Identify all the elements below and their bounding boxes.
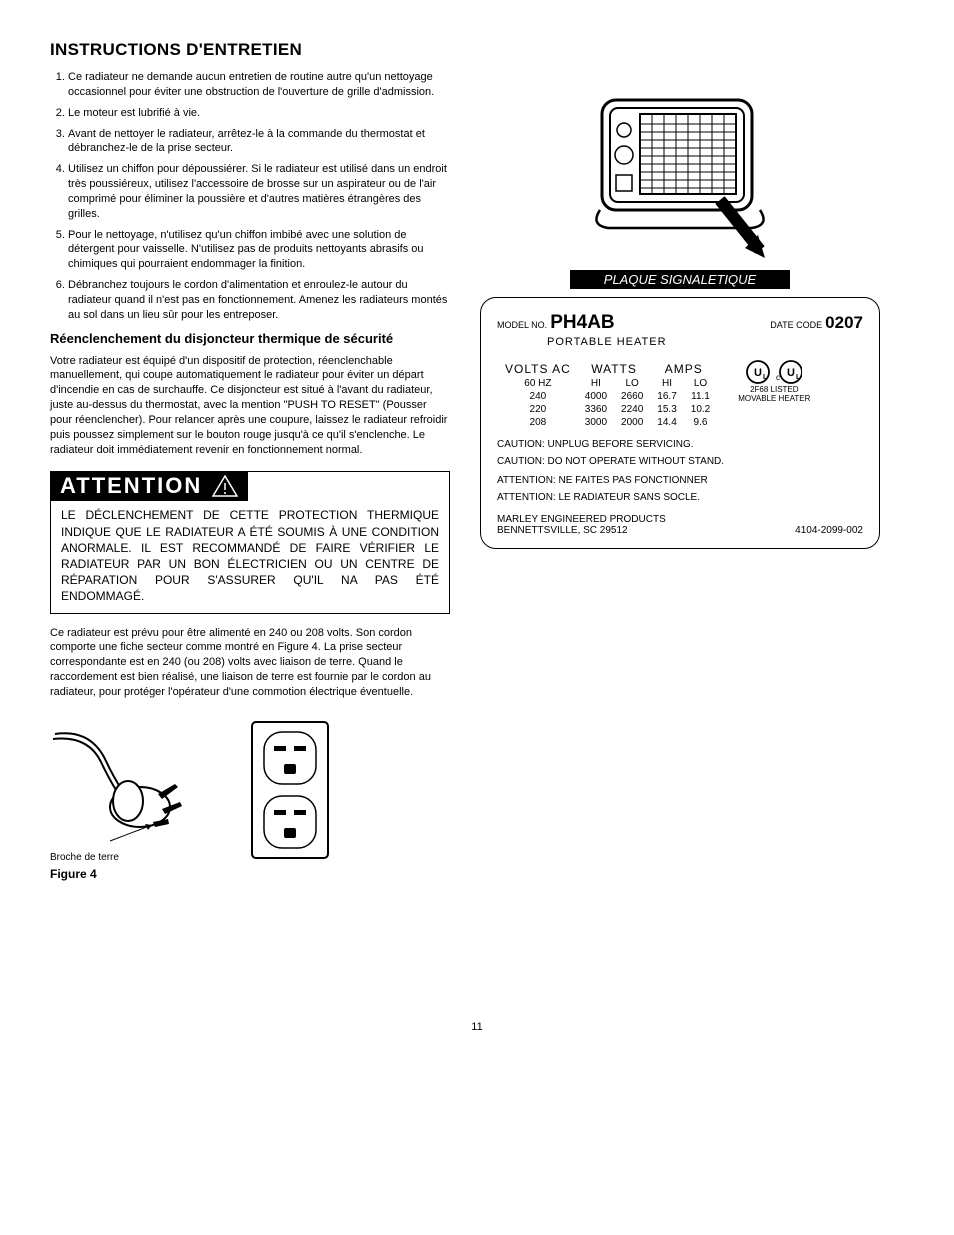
specs-table: VOLTS AC WATTS AMPS 60 HZ HI LO HI LO 24… (497, 360, 718, 430)
list-item: Le moteur est lubrifié à vie. (68, 106, 450, 121)
svg-text:U: U (754, 367, 762, 379)
table-cell: 220 (499, 404, 577, 415)
manufacturer-address: BENNETTSVILLE, SC 29512 (497, 525, 666, 536)
warning-header: ATTENTION (50, 471, 248, 501)
svg-text:L: L (796, 374, 801, 381)
lo-label: LO (685, 378, 716, 389)
ul-movable-text: MOVABLE HEATER (738, 395, 810, 404)
plaque-label: PLAQUE SIGNALETIQUE (570, 270, 790, 289)
list-item: Avant de nettoyer le radiateur, arrêtez-… (68, 127, 450, 157)
manufacturer-name: MARLEY ENGINEERED PRODUCTS (497, 514, 666, 525)
lo-label: LO (615, 378, 649, 389)
table-cell: 208 (499, 417, 577, 428)
table-cell: 14.4 (651, 417, 682, 428)
nameplate-box: MODEL NO. PH4AB DATE CODE 0207 PORTABLE … (480, 297, 880, 549)
date-label: DATE CODE (770, 320, 822, 330)
warning-box: ATTENTION LE DÉCLENCHEMENT DE CETTE PROT… (50, 471, 450, 613)
table-cell: 15.3 (651, 404, 682, 415)
table-cell: 2000 (615, 417, 649, 428)
warning-body: LE DÉCLENCHEMENT DE CETTE PROTECTION THE… (51, 507, 449, 612)
figure-4: Broche de terre (50, 720, 450, 881)
table-cell: 9.6 (685, 417, 716, 428)
table-cell: 4000 (579, 391, 613, 402)
date-value: 0207 (825, 313, 863, 332)
ul-listing: U L c U L 2F68 LISTED MOVABLE HEATER (738, 360, 810, 404)
ul-mark-icon: U L (746, 360, 770, 384)
list-item: Pour le nettoyage, n'utilisez qu'un chif… (68, 228, 450, 273)
table-cell: 3360 (579, 404, 613, 415)
list-item: Ce radiateur ne demande aucun entretien … (68, 70, 450, 100)
outlet-illustration (250, 720, 330, 863)
svg-text:U: U (787, 367, 795, 379)
hi-label: HI (651, 378, 682, 389)
list-item: Débranchez toujours le cordon d'alimenta… (68, 278, 450, 323)
col-watts: WATTS (579, 362, 650, 376)
table-cell: 3000 (579, 417, 613, 428)
figure-4-caption: Figure 4 (50, 867, 450, 881)
table-cell: 2240 (615, 404, 649, 415)
nameplate-subtitle: PORTABLE HEATER (547, 336, 863, 348)
instruction-list: Ce radiateur ne demande aucun entretien … (50, 70, 450, 323)
heater-illustration (580, 80, 780, 260)
warning-title: ATTENTION (60, 473, 202, 499)
col-amps: AMPS (651, 362, 716, 376)
plug-illustration: Broche de terre (50, 729, 220, 863)
hi-label: HI (579, 378, 613, 389)
caution-line-1: CAUTION: UNPLUG BEFORE SERVICING. (497, 438, 863, 451)
table-cell: 2660 (615, 391, 649, 402)
page-number: 11 (50, 1021, 904, 1033)
voltage-paragraph: Ce radiateur est prévu pour être aliment… (50, 626, 450, 700)
reset-paragraph: Votre radiateur est équipé d'un disposit… (50, 354, 450, 458)
attention-line-1: ATTENTION: NE FAITES PAS FONCTIONNER (497, 474, 863, 487)
list-item: Utilisez un chiffon pour dépoussiérer. S… (68, 162, 450, 221)
table-cell: 16.7 (651, 391, 682, 402)
svg-text:L: L (763, 374, 768, 381)
hz-label: 60 HZ (499, 378, 577, 389)
part-number: 4104-2099-002 (795, 525, 863, 536)
model-label: MODEL NO. (497, 320, 547, 330)
table-cell: 11.1 (685, 391, 716, 402)
warning-triangle-icon (212, 475, 238, 497)
model-value: PH4AB (550, 312, 614, 333)
ground-pin-label: Broche de terre (50, 852, 220, 863)
attention-line-2: ATTENTION: LE RADIATEUR SANS SOCLE. (497, 491, 863, 504)
cul-mark-icon: c U L (774, 360, 802, 384)
caution-line-2: CAUTION: DO NOT OPERATE WITHOUT STAND. (497, 455, 863, 468)
table-cell: 240 (499, 391, 577, 402)
subheading-reset: Réenclenchement du disjoncteur thermique… (50, 331, 450, 348)
table-cell: 10.2 (685, 404, 716, 415)
page-heading: INSTRUCTIONS D'ENTRETIEN (50, 40, 450, 60)
col-volts: VOLTS AC (499, 362, 577, 376)
